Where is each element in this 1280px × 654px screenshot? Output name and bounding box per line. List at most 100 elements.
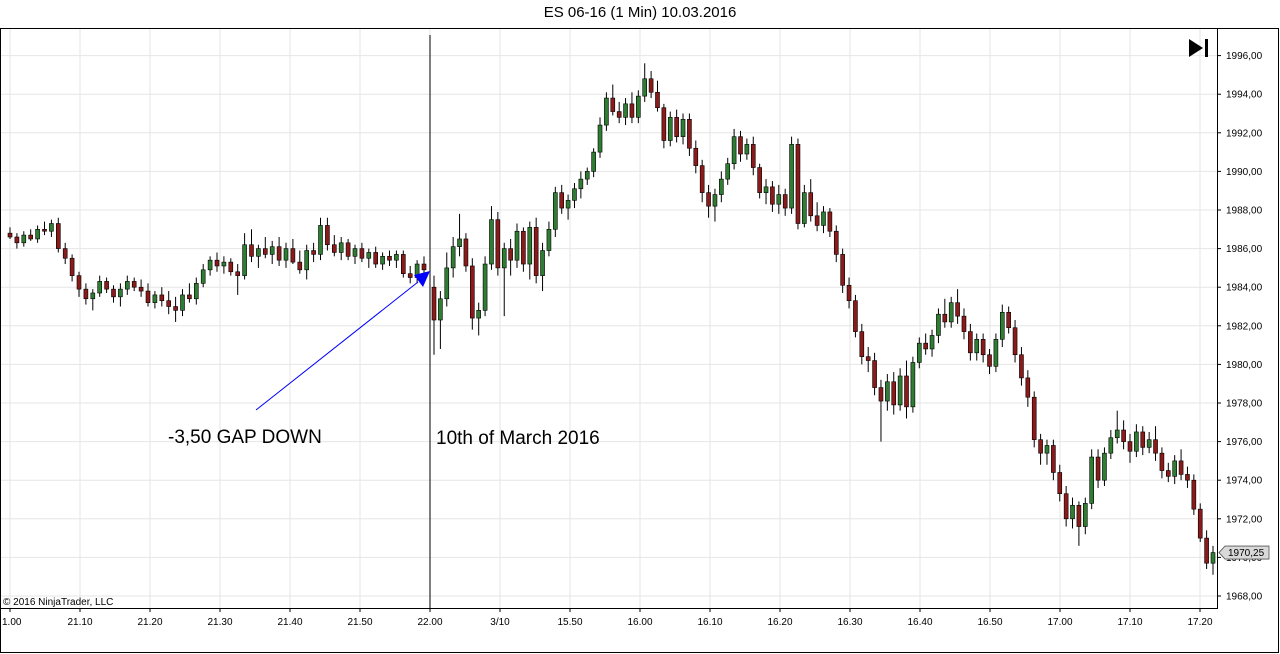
candle-body-up xyxy=(476,310,481,319)
candle xyxy=(111,285,116,303)
candle-body-up xyxy=(489,219,494,265)
candle-body-up xyxy=(180,294,185,311)
candle xyxy=(642,63,648,102)
x-tick-label: 16.00 xyxy=(627,617,652,628)
candle xyxy=(90,289,96,311)
candle xyxy=(546,221,552,257)
candle-body-up xyxy=(642,78,648,97)
candle xyxy=(62,242,68,265)
candle-body-up xyxy=(352,248,358,257)
candle-body-down xyxy=(814,215,820,226)
candle xyxy=(256,244,261,268)
candle xyxy=(297,250,303,274)
candle-body-down xyxy=(1057,472,1063,495)
candle-body-down xyxy=(693,147,699,166)
candle xyxy=(693,140,699,174)
chart-outer-border xyxy=(0,28,1279,653)
candle-body-down xyxy=(297,261,303,271)
candle-body-up xyxy=(1108,437,1114,454)
candle xyxy=(235,264,240,295)
candle-body-up xyxy=(591,151,596,172)
x-tick-label: 17.10 xyxy=(1117,617,1142,628)
candle-body-down xyxy=(865,356,871,361)
candle-body-down xyxy=(655,91,660,109)
candle-body-down xyxy=(699,165,705,193)
candle xyxy=(262,237,268,259)
scroll-to-end-triangle xyxy=(1189,39,1203,57)
candle xyxy=(352,244,358,265)
candle-body-down xyxy=(387,256,392,261)
candle xyxy=(648,71,654,99)
candle-body-down xyxy=(111,288,116,298)
candle xyxy=(891,372,897,415)
candle xyxy=(214,252,220,272)
x-tick-label: 21.40 xyxy=(277,617,302,628)
candle xyxy=(610,84,616,116)
candle xyxy=(993,333,999,373)
candle-body-up xyxy=(90,292,96,300)
candle-body-up xyxy=(457,238,462,247)
candle xyxy=(827,208,833,238)
candle-body-down xyxy=(173,306,178,311)
scroll-to-end-icon[interactable] xyxy=(1189,39,1208,57)
candle xyxy=(35,225,40,243)
candle xyxy=(1121,420,1126,450)
candle xyxy=(910,356,916,413)
candle xyxy=(470,258,475,330)
candle-body-up xyxy=(1044,445,1050,454)
gap-annotation: -3,50 GAP DOWN xyxy=(168,427,322,448)
candle-body-down xyxy=(311,250,316,255)
candle xyxy=(200,264,206,288)
candle-body-up xyxy=(821,211,826,226)
candle xyxy=(359,242,365,263)
candle xyxy=(501,242,507,317)
candle xyxy=(846,277,852,309)
candle-body-down xyxy=(14,236,20,244)
candle xyxy=(276,237,282,266)
candle xyxy=(1172,455,1177,485)
candle-body-down xyxy=(674,117,679,137)
candle-body-up xyxy=(1172,460,1177,477)
candle xyxy=(7,227,13,239)
candle xyxy=(1057,464,1063,502)
candle-body-down xyxy=(1159,452,1165,471)
candle xyxy=(69,254,75,282)
candle-body-up xyxy=(763,186,769,193)
candle xyxy=(1102,447,1107,486)
candle xyxy=(514,223,520,268)
candle-body-down xyxy=(145,290,151,303)
candle xyxy=(948,296,954,328)
candle-body-up xyxy=(929,335,935,350)
candle xyxy=(521,227,526,272)
candle-body-down xyxy=(833,230,839,255)
candle-body-up xyxy=(1134,431,1139,452)
x-tick-label: 21.10 xyxy=(67,617,92,628)
candle-body-down xyxy=(276,246,282,261)
candle xyxy=(104,277,109,293)
candle xyxy=(457,213,462,257)
y-tick-label: 1990,00 xyxy=(1226,167,1263,178)
candle xyxy=(1108,430,1114,459)
candle xyxy=(719,171,724,203)
candle xyxy=(159,287,165,307)
candle-body-down xyxy=(757,167,762,193)
candle-body-down xyxy=(55,223,61,249)
candle-body-up xyxy=(540,250,545,276)
x-tick-label: 3/10 xyxy=(490,617,510,628)
candle-body-up xyxy=(152,294,158,303)
candle-body-down xyxy=(610,97,616,112)
candle-body-down xyxy=(795,144,801,224)
candle-body-down xyxy=(980,339,986,356)
candle xyxy=(725,157,731,185)
candle xyxy=(565,194,571,220)
candle-body-down xyxy=(76,275,82,290)
candle-body-down xyxy=(872,360,877,388)
scroll-to-end-bar xyxy=(1205,39,1208,57)
candle xyxy=(431,275,437,355)
candle xyxy=(97,275,102,297)
candle-body-down xyxy=(104,281,109,290)
y-tick-label: 1982,00 xyxy=(1226,321,1263,332)
candle-body-up xyxy=(97,281,102,294)
candle xyxy=(482,256,488,317)
